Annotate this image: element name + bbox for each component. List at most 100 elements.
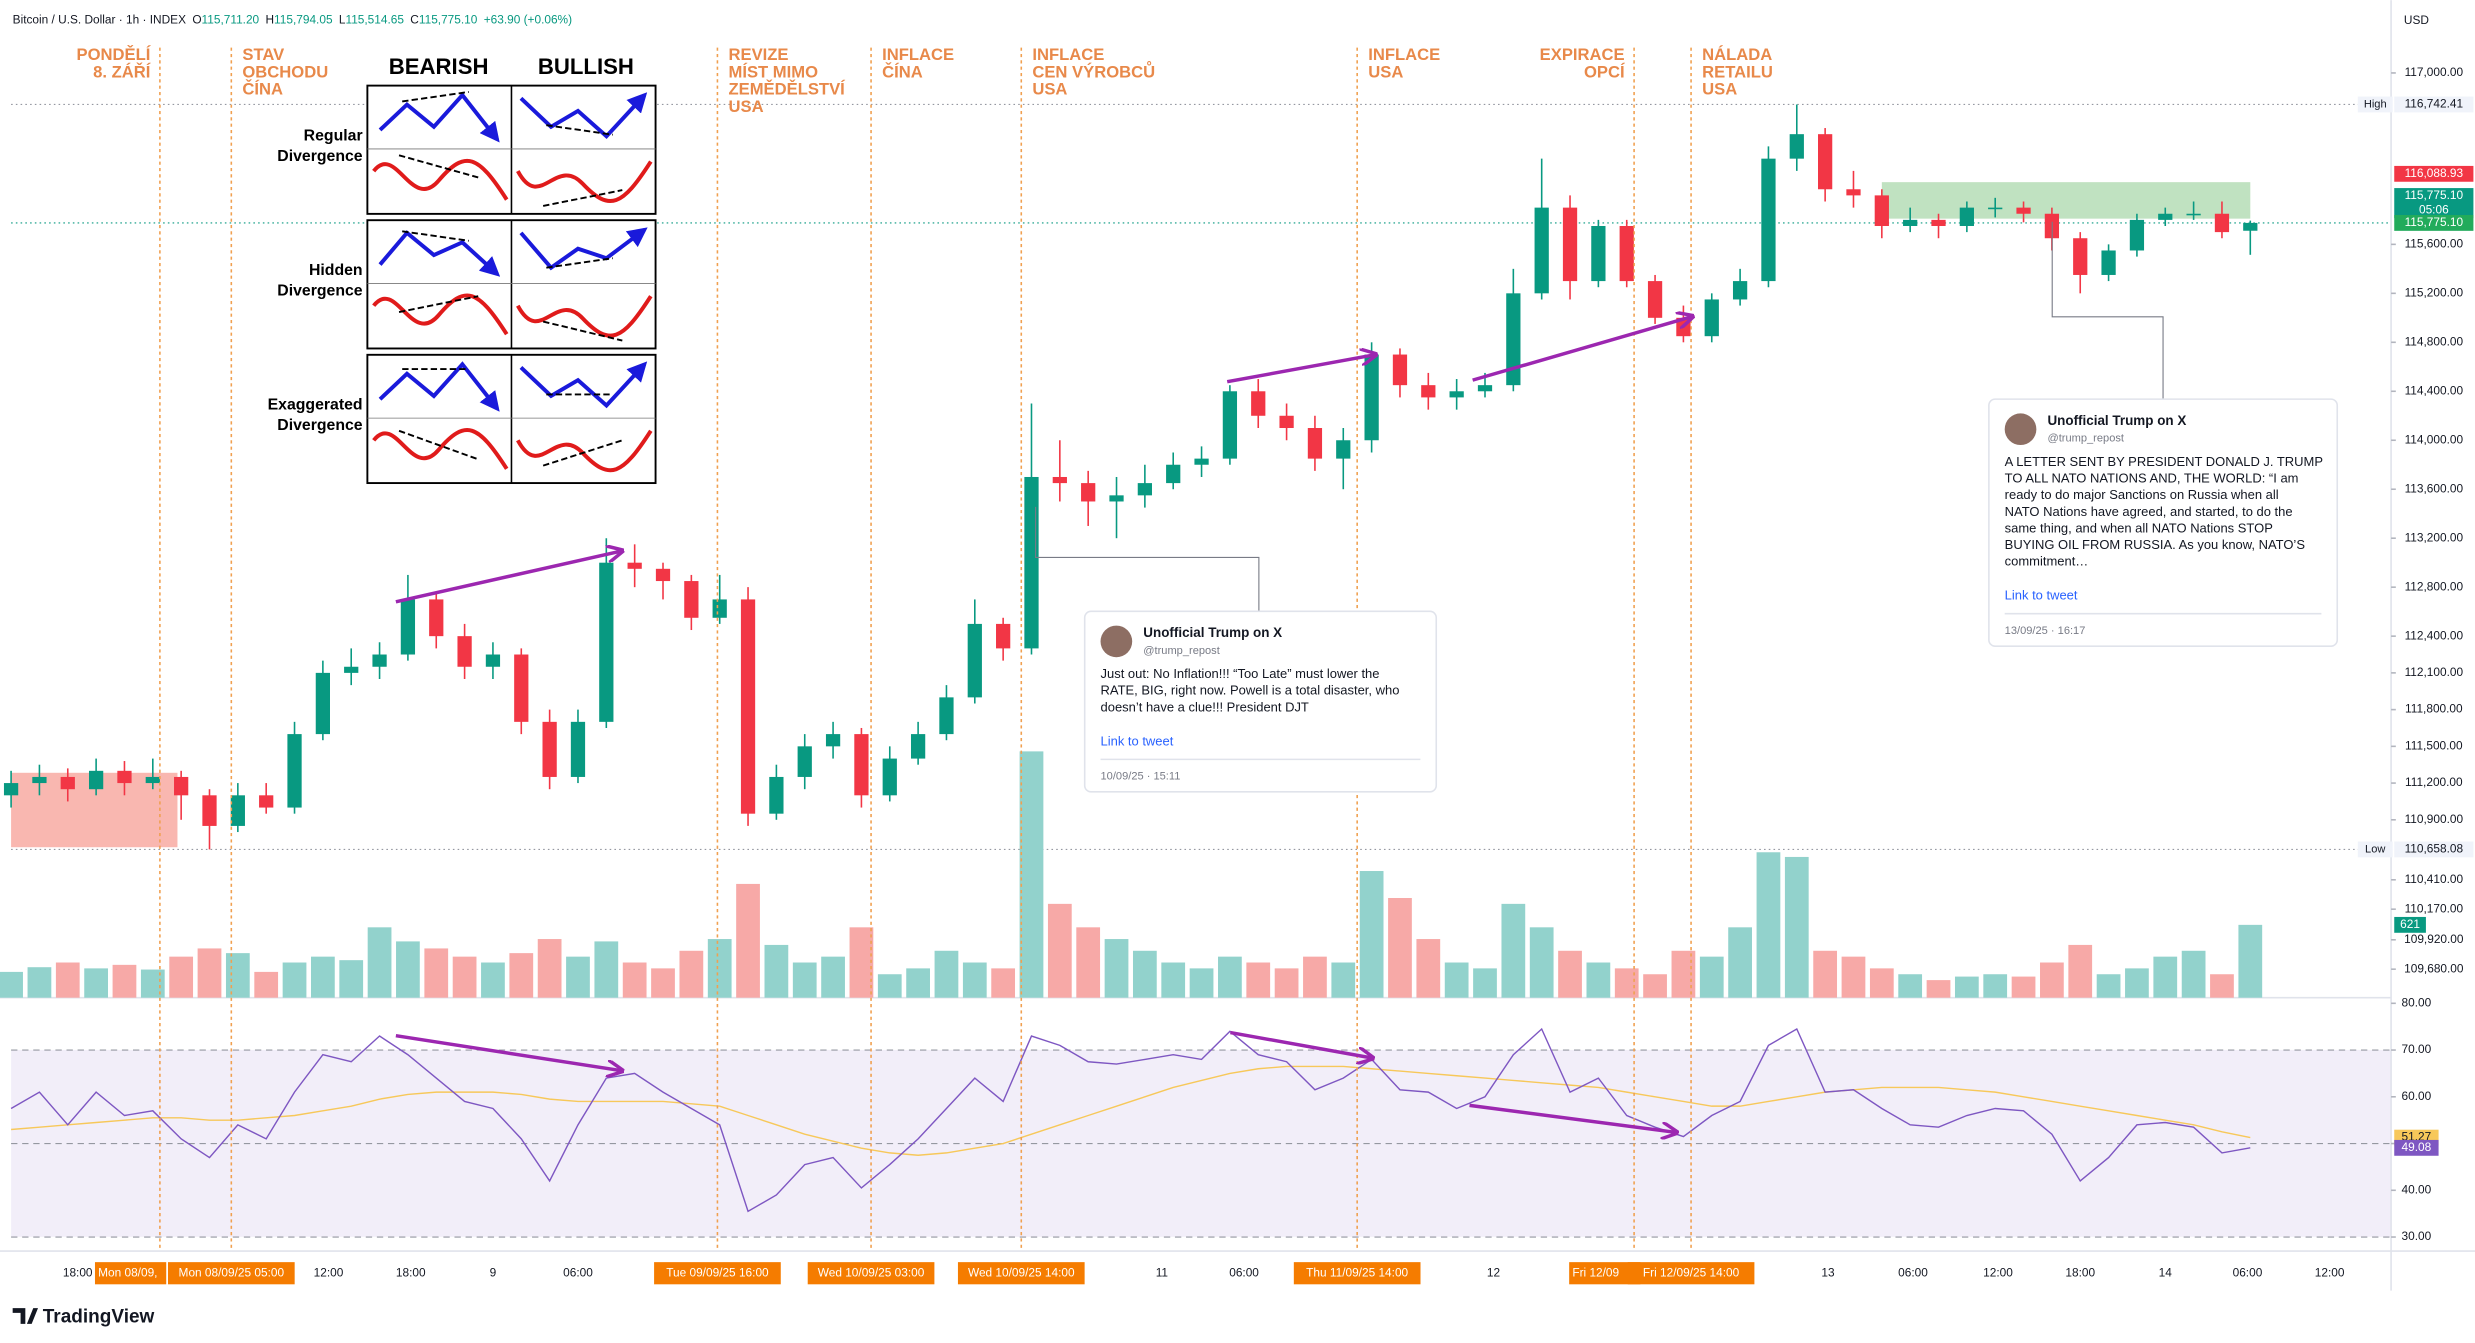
volume-bar <box>1869 968 1894 998</box>
volume-bar <box>537 939 562 998</box>
event-label: 8. ZÁŘÍ <box>93 62 151 81</box>
candle-body <box>542 721 557 777</box>
candle-body <box>372 654 387 667</box>
volume-bar <box>1161 962 1186 998</box>
volume-bar <box>1047 903 1072 998</box>
candle-body <box>1222 391 1238 459</box>
tweet-name: Unofficial Trump on X <box>2047 413 2186 428</box>
candle-body <box>797 746 812 777</box>
guide-heading: BULLISH <box>538 54 634 79</box>
candle-body <box>1761 158 1776 282</box>
y-tick-label: 109,680.00 <box>2404 961 2464 975</box>
candle-body <box>684 581 699 618</box>
event-label: CEN VÝROBCŮ <box>1032 61 1155 81</box>
tweet-text: Just out: No Inflation!!! “Too Late” mus… <box>1101 666 1380 681</box>
tweet-link[interactable]: Link to tweet <box>2005 588 2078 603</box>
y-tick-label: 112,100.00 <box>2405 665 2464 679</box>
candle-body <box>769 776 784 814</box>
y-tick-label: 115,600.00 <box>2405 236 2464 250</box>
candle-body <box>457 636 472 667</box>
y-tick-label: 114,800.00 <box>2405 334 2464 348</box>
candle-body <box>570 721 586 777</box>
divergence-arrow <box>1226 355 1374 384</box>
tweet-card: Unofficial Trump on X @trump_repost Just o… <box>1035 506 1438 793</box>
event-label: REVIZE <box>729 45 789 64</box>
volume-bar <box>1529 927 1554 998</box>
event-label: USA <box>729 97 764 116</box>
candle-body <box>3 783 19 796</box>
time-label: Thu 11/09/25 14:00 <box>1306 1265 1408 1279</box>
y-tick-label: 112,800.00 <box>2405 579 2464 593</box>
candle-body <box>1988 207 2003 210</box>
guide-trend <box>542 439 623 467</box>
candle-body <box>1506 293 1521 386</box>
tweet-link[interactable]: Link to tweet <box>1101 733 1174 748</box>
guide-trend <box>542 189 623 207</box>
x-tick-label: 9 <box>490 1265 497 1279</box>
divergence-arrow <box>1472 317 1692 382</box>
rsi-line-label: 49.08 <box>2402 1140 2432 1154</box>
volume-bar <box>1501 903 1526 998</box>
volume-bar <box>1898 974 1923 998</box>
volume-bar <box>112 964 137 998</box>
event-label: OPCÍ <box>1584 62 1625 81</box>
time-box <box>807 1262 935 1285</box>
candle-body <box>655 568 671 582</box>
guide-osc <box>516 160 653 203</box>
event-label: ČÍNA <box>242 80 283 99</box>
volume-bar <box>821 956 845 998</box>
guide-osc <box>372 159 509 201</box>
candle-body <box>1081 483 1096 502</box>
candle-body <box>485 654 501 667</box>
currency: USD <box>2404 13 2429 27</box>
event-label: MÍST MIMO <box>729 62 819 81</box>
volume-bar <box>1303 956 1327 998</box>
price-label-box <box>2394 188 2474 219</box>
high-tag-box <box>2357 96 2393 113</box>
volume-bar <box>1473 968 1497 998</box>
x-tick-label: 12:00 <box>1983 1265 2013 1279</box>
candle-body <box>2158 213 2173 220</box>
tweet-text: doesn’t have a clue!!! President DJT <box>1101 699 1309 714</box>
volume-bar <box>679 950 704 998</box>
volume-bar <box>991 968 1016 998</box>
volume-bar <box>424 948 449 998</box>
volume-bar <box>566 956 590 998</box>
volume-bar <box>1076 927 1101 998</box>
volume-bar <box>84 968 108 998</box>
volume-bar <box>2153 956 2178 998</box>
event-label: NÁLADA <box>1702 45 1772 64</box>
guide-trend <box>402 91 469 103</box>
event-label: OBCHODU <box>242 62 328 81</box>
candle-body <box>1562 207 1578 282</box>
guide-row-label: Regular <box>304 127 363 144</box>
guide-osc <box>372 293 509 336</box>
price-label-box <box>2394 165 2474 182</box>
tweet-connector <box>2051 221 2164 400</box>
volume-label-box <box>2394 916 2426 933</box>
tweet-text: NATO Nations have agreed, and started, t… <box>2005 504 2293 519</box>
volume-bar <box>1132 950 1157 998</box>
guide-trend <box>398 154 479 179</box>
candle-body <box>315 672 330 735</box>
volume-bar <box>197 948 222 998</box>
candle-body <box>967 623 982 698</box>
candle-body <box>2073 238 2088 275</box>
volume-bar <box>1954 976 1979 998</box>
volume-bar <box>2210 974 2234 998</box>
volume-bar <box>2068 944 2093 998</box>
tweet-text: TO ALL NATO NATIONS AND, THE WORLD: “I a… <box>2005 471 2299 486</box>
divergence-arrow <box>1230 1030 1371 1058</box>
ohlc-value: 115,514.65 <box>345 13 404 27</box>
volume-bar <box>934 950 959 998</box>
volume-bar <box>1983 974 2008 998</box>
divergence-arrow <box>1469 1103 1675 1132</box>
volume-bar <box>1274 968 1299 998</box>
volume-bar <box>339 960 364 998</box>
guide-row-label: Exaggerated <box>268 397 363 414</box>
high-label: 116,742.41 <box>2405 97 2464 111</box>
candle-body <box>230 795 245 826</box>
volume-bar <box>1926 980 1951 998</box>
candle-body <box>1251 391 1266 416</box>
